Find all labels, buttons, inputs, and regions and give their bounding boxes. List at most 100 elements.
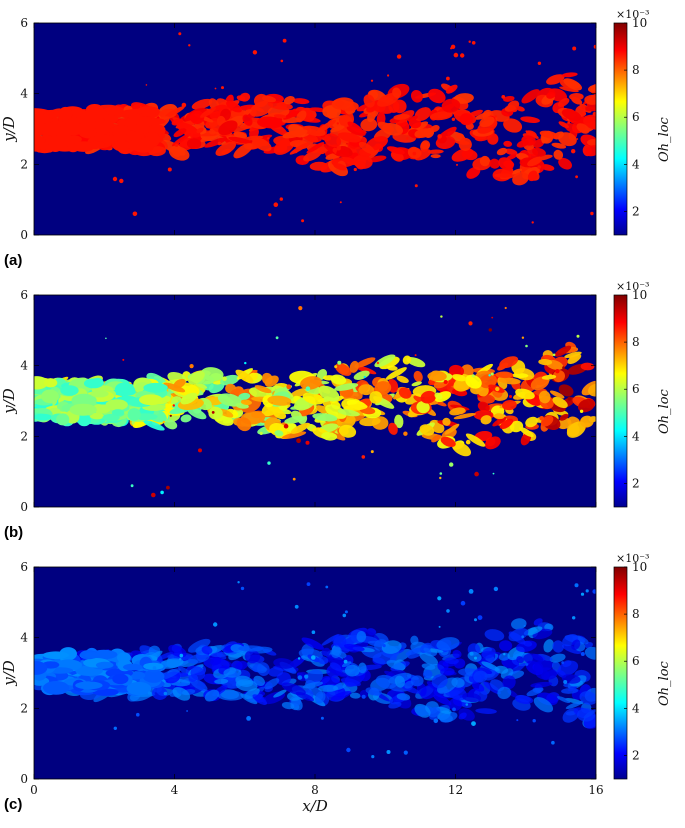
jet-blob — [411, 381, 422, 387]
jet-blob — [306, 141, 325, 154]
jet-blob — [413, 370, 423, 383]
jet-blob — [239, 92, 251, 102]
colorbar-label: Oh_loc — [657, 116, 672, 162]
droplet — [572, 616, 576, 620]
jet-blob — [580, 362, 595, 371]
jet-blob — [398, 387, 412, 399]
droplet — [576, 334, 580, 338]
droplet — [567, 396, 572, 401]
droplet — [147, 691, 152, 695]
jet-blob — [334, 383, 359, 391]
jet-core-blob — [42, 651, 69, 659]
colorbar-tick-label: 2 — [632, 748, 640, 762]
jet-blob — [525, 416, 538, 428]
droplet — [471, 374, 475, 378]
jet-blob — [558, 384, 574, 397]
droplet — [525, 663, 529, 666]
jet-blob — [410, 90, 423, 103]
jet-blob — [533, 662, 544, 675]
jet-blob — [204, 689, 220, 702]
jet-blob — [499, 356, 519, 369]
droplet — [580, 652, 585, 656]
jet-core-blob — [123, 663, 143, 671]
jet-blob — [315, 691, 326, 704]
jet-blob — [558, 157, 572, 170]
droplet — [237, 581, 240, 584]
droplet — [579, 409, 584, 413]
jet-blob — [452, 374, 467, 382]
jet-blob — [492, 416, 507, 427]
jet-blob — [330, 690, 352, 701]
jet-blob — [416, 401, 430, 414]
droplet — [495, 386, 500, 392]
jet-blob — [479, 116, 495, 128]
jet-core-blob — [58, 106, 73, 121]
jet-core-blob — [43, 143, 68, 151]
jet-blob — [502, 675, 516, 690]
droplet — [342, 613, 347, 618]
jet-blob — [195, 382, 208, 389]
jet-core-blob — [34, 376, 49, 390]
droplet — [580, 592, 585, 596]
droplet — [443, 380, 448, 384]
jet-blob — [217, 690, 244, 701]
jet-blob — [428, 706, 441, 718]
jet-core-blob — [34, 661, 48, 675]
y-tick-label: 6 — [20, 560, 28, 574]
jet-blob — [235, 660, 248, 671]
jet-blob — [214, 678, 229, 685]
jet-blob — [172, 687, 191, 701]
droplet — [336, 145, 342, 151]
droplet — [474, 471, 479, 477]
jet-blob — [165, 106, 185, 118]
jet-field — [34, 306, 596, 498]
droplet — [166, 485, 170, 490]
jet-core-blob — [56, 413, 70, 426]
jet-blob — [189, 110, 205, 125]
jet-blob — [567, 353, 582, 365]
droplet — [175, 143, 179, 147]
jet-blob — [549, 390, 565, 399]
droplet — [353, 396, 356, 399]
jet-blob — [302, 392, 325, 405]
jet-blob — [561, 109, 582, 121]
jet-blob — [381, 640, 402, 654]
droplet — [492, 472, 495, 475]
jet-blob — [523, 653, 544, 665]
droplet — [488, 374, 491, 377]
droplet — [387, 74, 390, 77]
jet-core-blob — [89, 141, 105, 149]
jet-blob — [503, 95, 515, 102]
jet-blob — [422, 669, 433, 679]
jet-blob — [163, 419, 178, 430]
droplet — [465, 703, 469, 706]
droplet — [456, 163, 458, 166]
jet-blob — [530, 376, 550, 391]
jet-blob — [569, 92, 584, 101]
jet-blob — [349, 360, 359, 373]
jet-blob — [446, 84, 458, 94]
jet-blob — [274, 430, 284, 437]
jet-blob — [484, 629, 505, 642]
jet-blob — [410, 675, 424, 687]
jet-blob — [374, 381, 392, 395]
jet-blob — [176, 122, 201, 138]
jet-blob — [516, 656, 524, 664]
droplet — [211, 411, 215, 414]
panel-label: (a) — [4, 252, 22, 269]
droplet — [293, 149, 298, 154]
jet-blob — [515, 388, 535, 400]
colorbar — [613, 22, 628, 236]
jet-blob — [503, 118, 523, 133]
jet-core-blob — [133, 123, 150, 134]
droplet — [437, 134, 443, 139]
jet-blob — [405, 647, 422, 656]
jet-blob — [264, 678, 280, 690]
droplet — [572, 46, 577, 51]
jet-blob — [561, 687, 579, 694]
jet-blob — [283, 110, 300, 120]
jet-core-blob — [43, 681, 70, 695]
droplet — [509, 395, 512, 398]
droplet — [468, 589, 474, 594]
jet-blob — [585, 145, 596, 157]
